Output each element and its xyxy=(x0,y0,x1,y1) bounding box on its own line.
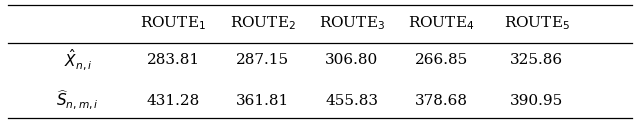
Text: 361.81: 361.81 xyxy=(236,94,289,108)
Text: 325.86: 325.86 xyxy=(510,53,563,68)
Text: ROUTE$_2$: ROUTE$_2$ xyxy=(230,14,296,31)
Text: $\hat{X}_{n,i}$: $\hat{X}_{n,i}$ xyxy=(63,48,92,73)
Text: $\widehat{S}_{n,m,i}$: $\widehat{S}_{n,m,i}$ xyxy=(56,89,99,112)
Text: 287.15: 287.15 xyxy=(236,53,289,68)
Text: 266.85: 266.85 xyxy=(415,53,468,68)
Text: ROUTE$_5$: ROUTE$_5$ xyxy=(504,14,570,31)
Text: ROUTE$_1$: ROUTE$_1$ xyxy=(140,14,207,31)
Text: 455.83: 455.83 xyxy=(325,94,378,108)
Text: ROUTE$_4$: ROUTE$_4$ xyxy=(408,14,474,31)
Text: 306.80: 306.80 xyxy=(325,53,378,68)
Text: 378.68: 378.68 xyxy=(415,94,468,108)
Text: 283.81: 283.81 xyxy=(147,53,200,68)
Text: ROUTE$_3$: ROUTE$_3$ xyxy=(319,14,385,31)
Text: 431.28: 431.28 xyxy=(147,94,200,108)
Text: 390.95: 390.95 xyxy=(510,94,563,108)
